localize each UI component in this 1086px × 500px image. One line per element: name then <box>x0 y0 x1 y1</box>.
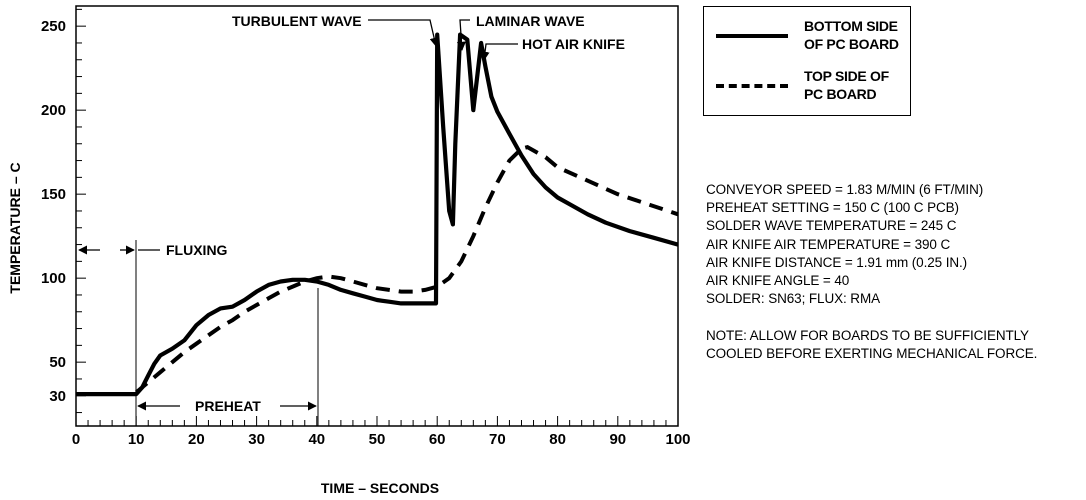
x-tick-label: 40 <box>308 431 325 448</box>
note-air-knife-distance: AIR KNIFE DISTANCE = 1.91 mm (0.25 IN.) <box>706 254 968 270</box>
legend-top-line2: PC BOARD <box>804 86 877 102</box>
legend-item-top-side: TOP SIDE OF PC BOARD <box>712 67 907 111</box>
laminar-wave-label: LAMINAR WAVE <box>476 13 585 29</box>
hot-air-knife-label: HOT AIR KNIFE <box>522 36 625 52</box>
note-air-knife-angle: AIR KNIFE ANGLE = 40 <box>706 273 850 289</box>
turbulent-wave-label: TURBULENT WAVE <box>232 13 362 29</box>
preheat-label: PREHEAT <box>195 398 261 414</box>
legend-top-line1: TOP SIDE OF <box>804 68 889 84</box>
note-conveyor-speed: CONVEYOR SPEED = 1.83 M/MIN (6 FT/MIN) <box>706 182 984 197</box>
x-tick-label: 30 <box>248 431 265 448</box>
minor-ticks <box>75 8 679 426</box>
y-tick-label: 150 <box>41 186 66 203</box>
legend-label-top-side: TOP SIDE OF PC BOARD <box>804 67 914 103</box>
cooling-note: NOTE: ALLOW FOR BOARDS TO BE SUFFICIENTL… <box>706 327 1086 363</box>
turbulent-wave-leader <box>368 19 439 47</box>
x-axis-title: TIME – SECONDS <box>321 480 439 496</box>
note-solder-wave-temp: SOLDER WAVE TEMPERATURE = 245 C <box>706 218 957 234</box>
x-tick-label: 70 <box>489 431 506 448</box>
x-tick-label: 50 <box>369 431 386 448</box>
note-preheat-setting: PREHEAT SETTING = 150 C (100 C PCB) <box>706 200 959 216</box>
fluxing-label: FLUXING <box>166 242 228 258</box>
note-solder-flux: SOLDER: SN63; FLUX: RMA <box>706 291 880 307</box>
y-axis-title: TEMPERATURE – C <box>7 162 23 293</box>
x-tick-label: 80 <box>549 431 566 448</box>
y-tick-labels: 30 50 100 150 200 250 <box>41 18 66 405</box>
note-air-knife-temp: AIR KNIFE AIR TEMPERATURE = 390 C <box>706 236 951 252</box>
series-bottom-side-line <box>76 32 679 397</box>
cooling-note-line1: NOTE: ALLOW FOR BOARDS TO BE SUFFICIENTL… <box>706 328 1029 343</box>
y-tick-label: 250 <box>41 18 66 35</box>
cooling-note-line2: COOLED BEFORE EXERTING MECHANICAL FORCE. <box>706 346 1038 362</box>
series-top-side-line <box>134 144 679 394</box>
y-tick-label: 100 <box>41 270 66 287</box>
y-tick-label: 50 <box>49 354 66 371</box>
x-tick-label: 20 <box>188 431 205 448</box>
x-tick-labels: 0 10 20 30 40 50 60 70 80 90 100 <box>72 431 691 448</box>
x-tick-label: 10 <box>128 431 145 448</box>
legend-swatch-dashed <box>716 84 788 88</box>
x-tick-label: 100 <box>665 431 690 448</box>
legend-bottom-line1: BOTTOM SIDE <box>804 18 898 34</box>
x-tick-label: 60 <box>429 431 446 448</box>
hot-air-knife-leader <box>480 43 518 61</box>
x-tick-label: 90 <box>609 431 626 448</box>
legend: BOTTOM SIDE OF PC BOARD TOP SIDE OF PC B… <box>703 6 911 116</box>
legend-item-bottom-side: BOTTOM SIDE OF PC BOARD <box>712 17 907 61</box>
y-tick-label: 30 <box>49 388 66 405</box>
legend-label-bottom-side: BOTTOM SIDE OF PC BOARD <box>804 17 914 53</box>
x-tick-label: 0 <box>72 431 80 448</box>
legend-bottom-line2: OF PC BOARD <box>804 36 899 52</box>
legend-swatch-solid <box>716 34 788 38</box>
process-settings: CONVEYOR SPEED = 1.83 M/MIN (6 FT/MIN) P… <box>706 181 1086 308</box>
y-tick-label: 200 <box>41 102 66 119</box>
